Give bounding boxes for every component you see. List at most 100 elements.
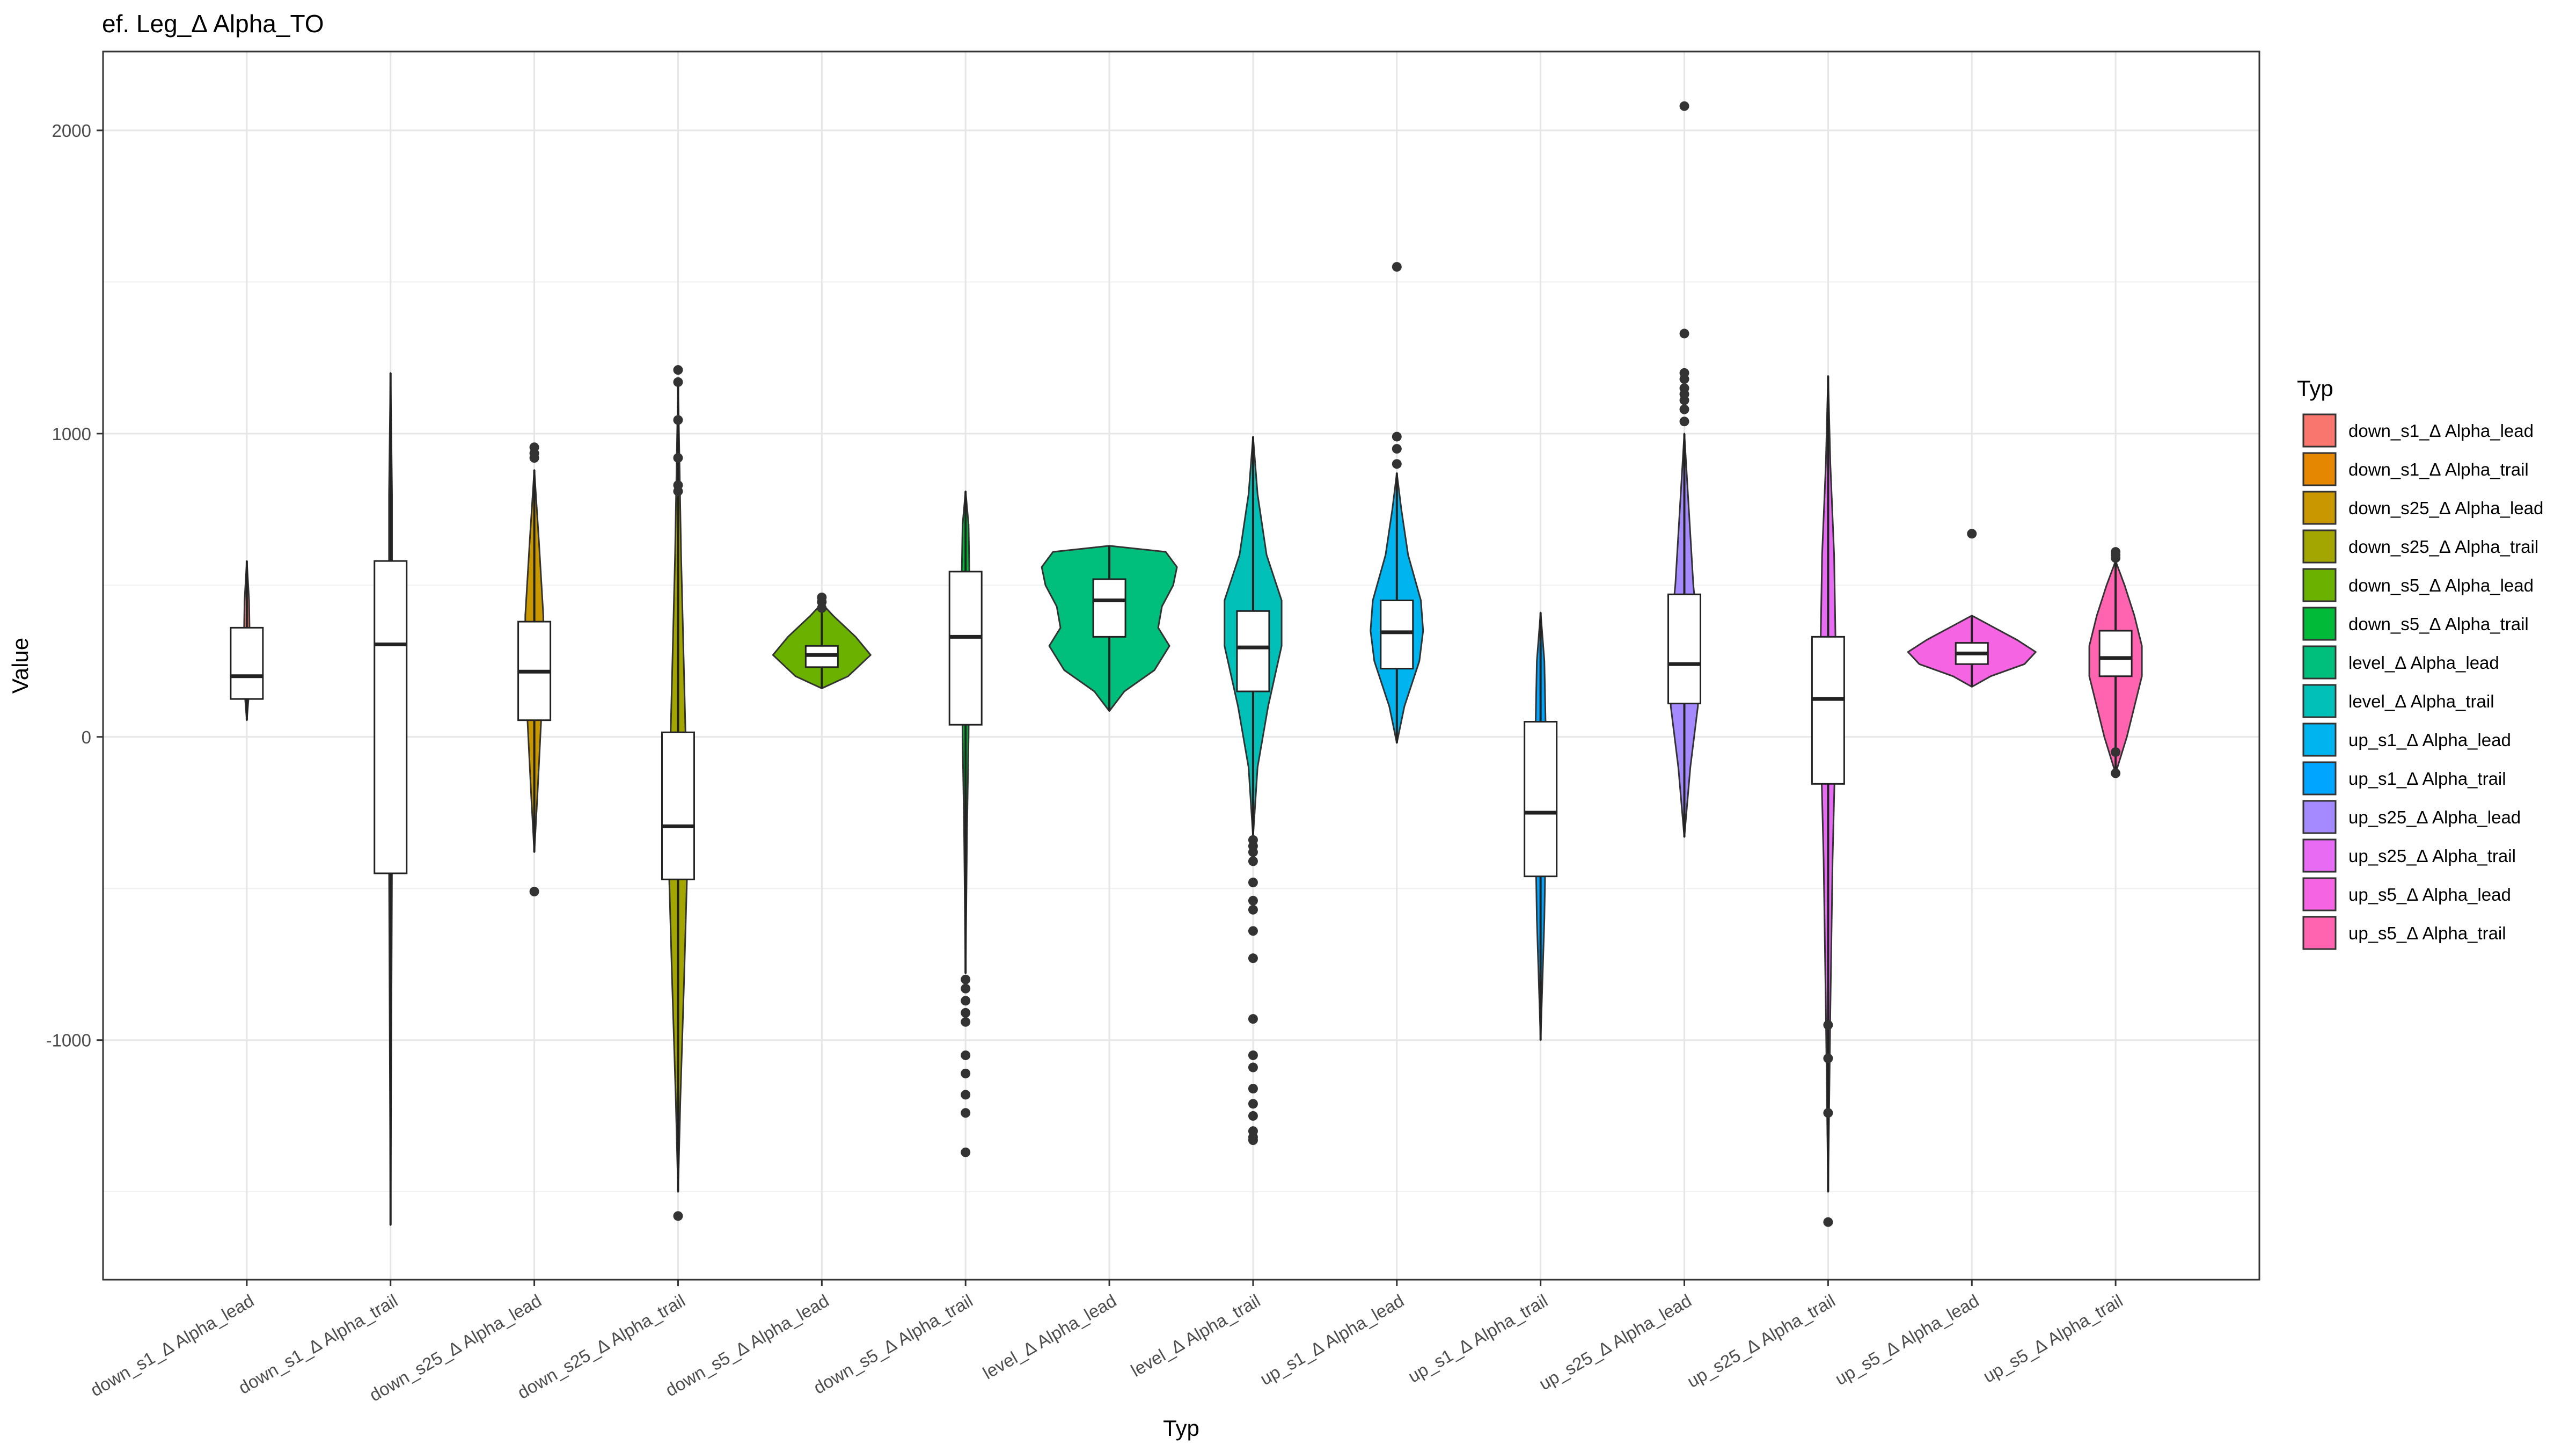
legend-swatch: [2302, 452, 2337, 486]
outlier-point: [1823, 1108, 1833, 1118]
box: [1811, 636, 1845, 785]
box: [1236, 610, 1270, 692]
violin-group: [230, 560, 264, 721]
violin-group: [772, 592, 872, 689]
outlier-point: [1248, 1111, 1258, 1121]
y-tick-label: 1000: [52, 424, 91, 444]
outlier-point: [961, 1050, 971, 1060]
violin-group: [1524, 611, 1558, 1041]
violin-group: [1224, 436, 1283, 1145]
outlier-point: [1248, 1135, 1258, 1145]
outlier-point: [961, 996, 971, 1006]
outlier-point: [673, 480, 683, 490]
legend-swatch: [2302, 684, 2337, 718]
outlier-point: [673, 377, 683, 387]
y-axis: -1000 0 1000 2000: [46, 121, 103, 1050]
outlier-point: [1392, 444, 1402, 454]
outlier-point: [961, 983, 971, 994]
outlier-point: [1392, 432, 1402, 442]
outlier-point: [1679, 368, 1689, 378]
legend-title: Typ: [2297, 376, 2333, 401]
violin-group: [1667, 101, 1702, 838]
legend-swatch: [2302, 916, 2337, 950]
legend-label: down_s1_Δ Alpha_trail: [2348, 459, 2529, 479]
legend-swatch: [2302, 413, 2337, 448]
box: [661, 731, 695, 880]
y-tick-label: 0: [82, 727, 91, 747]
violin-group: [661, 365, 695, 1221]
outlier-point: [673, 453, 683, 463]
outlier-point: [529, 886, 539, 896]
legend-swatch: [2302, 645, 2337, 680]
legend: Typ down_s1_Δ Alpha_lead down_s1_Δ Alpha_…: [2297, 376, 2543, 950]
legend-label: up_s1_Δ Alpha_lead: [2348, 730, 2511, 750]
outlier-point: [1248, 953, 1258, 964]
box: [1380, 600, 1414, 670]
box: [1667, 593, 1702, 705]
outlier-point: [529, 442, 539, 453]
outlier-point: [1248, 926, 1258, 936]
outlier-point: [2111, 747, 2121, 757]
violin-group: [1041, 545, 1178, 712]
outlier-point: [1248, 877, 1258, 887]
violin-group: [1811, 375, 1845, 1227]
violin-group: [374, 372, 408, 1226]
violin-group: [1370, 262, 1424, 744]
legend-swatch: [2302, 761, 2337, 796]
legend-swatch: [2302, 491, 2337, 525]
outlier-point: [1248, 1099, 1258, 1109]
legend-label: up_s5_Δ Alpha_trail: [2348, 923, 2506, 943]
outlier-point: [1392, 262, 1402, 272]
violin-group: [2088, 547, 2143, 778]
outlier-point: [1248, 1050, 1258, 1060]
legend-label: up_s25_Δ Alpha_lead: [2348, 807, 2521, 827]
legend-swatch: [2302, 529, 2337, 564]
outlier-point: [961, 974, 971, 984]
outlier-point: [1823, 1217, 1833, 1227]
outlier-point: [673, 365, 683, 375]
legend-label: up_s25_Δ Alpha_trail: [2348, 846, 2516, 866]
box: [948, 571, 983, 726]
outlier-point: [1248, 847, 1258, 857]
box: [1092, 578, 1126, 638]
outlier-point: [2111, 768, 2121, 778]
outlier-point: [1248, 904, 1258, 915]
plot-area: [230, 101, 2143, 1227]
outlier-point: [1248, 856, 1258, 866]
panel-border: [102, 50, 2260, 1281]
violin-group: [517, 442, 552, 896]
outlier-point: [1679, 383, 1689, 393]
outlier-point: [961, 1008, 971, 1018]
legend-swatch: [2302, 568, 2337, 602]
legend-swatch: [2302, 607, 2337, 641]
chart-title: ef. Leg_Δ Alpha_TO: [102, 10, 324, 38]
outlier-point: [1248, 1084, 1258, 1094]
y-tick-label: 2000: [52, 121, 91, 141]
legend-label: level_Δ Alpha_lead: [2348, 653, 2499, 673]
outlier-point: [1967, 529, 1977, 539]
outlier-point: [961, 1090, 971, 1100]
legend-swatch: [2302, 800, 2337, 834]
legend-swatch: [2302, 723, 2337, 757]
outlier-point: [1248, 1062, 1258, 1072]
y-axis-title: Value: [8, 638, 33, 694]
outlier-point: [961, 1108, 971, 1118]
legend-label: down_s25_Δ Alpha_trail: [2348, 537, 2538, 557]
outlier-point: [1248, 895, 1258, 906]
legend-label: down_s5_Δ Alpha_trail: [2348, 614, 2529, 634]
box: [374, 560, 408, 874]
outlier-point: [1679, 417, 1689, 427]
outlier-point: [1823, 1020, 1833, 1030]
outlier-point: [2111, 547, 2121, 557]
legend-swatch: [2302, 877, 2337, 911]
outlier-point: [961, 1147, 971, 1157]
legend-label: up_s1_Δ Alpha_trail: [2348, 769, 2506, 789]
legend-label: down_s25_Δ Alpha_lead: [2348, 498, 2543, 518]
box: [230, 626, 264, 700]
grid-lines: [103, 52, 2259, 1280]
legend-label: level_Δ Alpha_trail: [2348, 691, 2494, 711]
outlier-point: [961, 1068, 971, 1078]
outlier-point: [1679, 404, 1689, 414]
y-tick-label: -1000: [46, 1031, 91, 1050]
